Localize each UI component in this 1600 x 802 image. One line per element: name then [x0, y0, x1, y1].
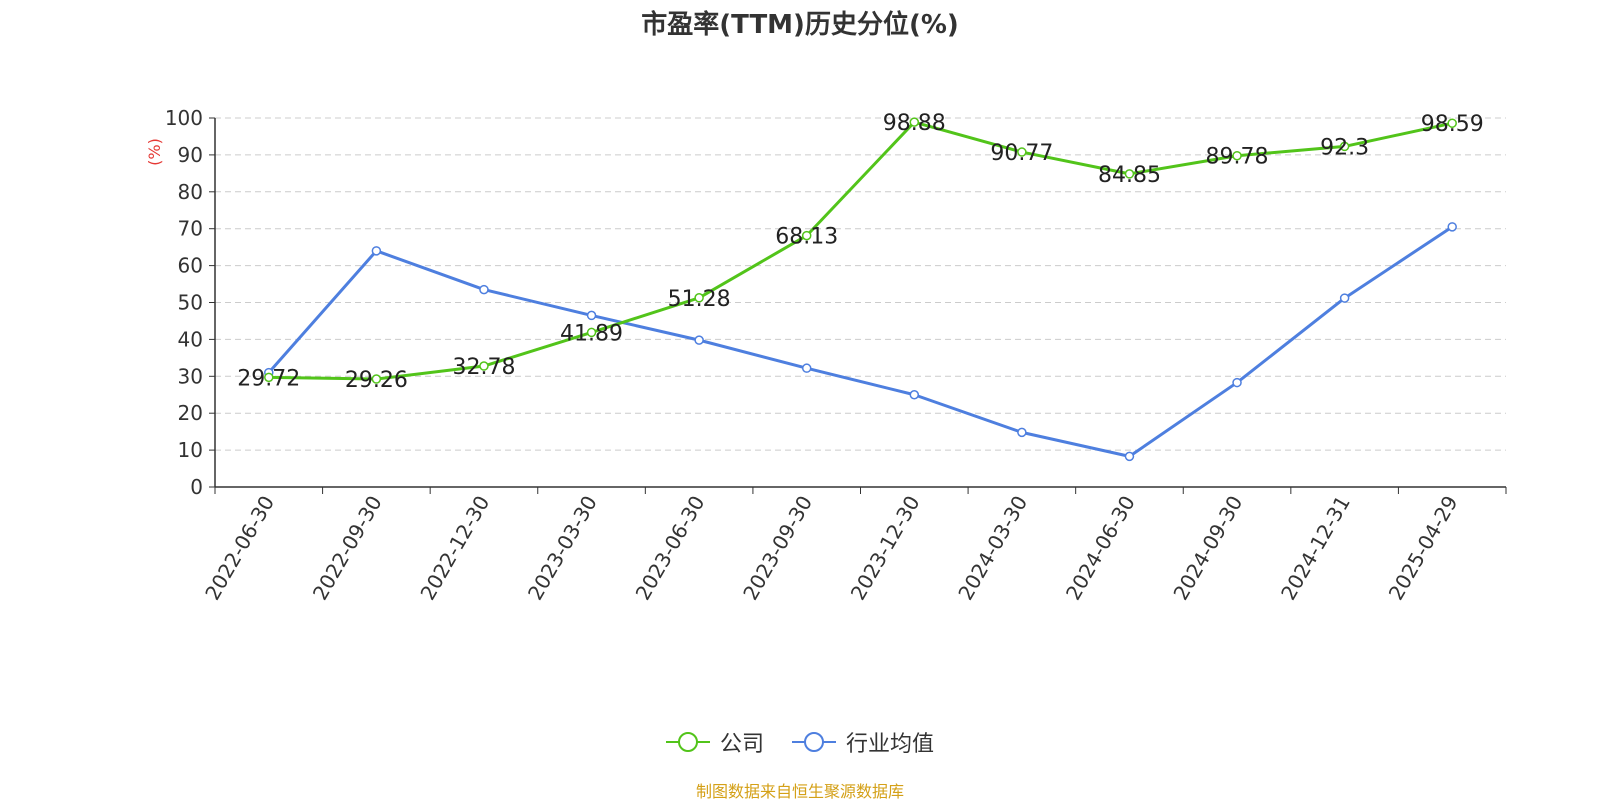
data-label: 98.59	[1421, 112, 1484, 137]
data-point	[371, 246, 382, 256]
data-point	[479, 361, 489, 371]
legend: 公司 行业均值	[0, 722, 1600, 762]
x-tick-label: 2022-06-30	[200, 492, 279, 605]
x-tick-label: 2023-09-30	[738, 492, 817, 605]
y-tick-label: 80	[178, 180, 203, 204]
data-point	[1447, 222, 1457, 232]
legend-swatch-company-icon	[665, 732, 710, 752]
y-tick-label: 30	[178, 364, 203, 388]
data-point	[1232, 150, 1242, 161]
y-axis-label: (%)	[145, 138, 164, 166]
data-label: 68.13	[775, 225, 838, 250]
data-point	[1339, 293, 1350, 303]
data-point	[801, 230, 812, 241]
data-label: 51.28	[668, 287, 731, 312]
data-label: 84.85	[1098, 163, 1161, 188]
data-label: 89.78	[1206, 145, 1269, 170]
data-point	[586, 310, 597, 321]
data-point	[801, 363, 812, 373]
y-tick-label: 10	[178, 438, 203, 462]
data-point	[1124, 451, 1135, 462]
data-point	[909, 117, 920, 127]
legend-item-company[interactable]: 公司	[665, 726, 764, 758]
legend-swatch-industry-icon	[792, 732, 836, 752]
legend-label-company: 公司	[719, 732, 764, 757]
y-tick-label: 90	[178, 143, 203, 167]
data-point	[1339, 141, 1350, 152]
x-tick-label: 2022-12-30	[415, 492, 494, 605]
data-point	[1232, 377, 1242, 388]
data-label: 90.77	[990, 141, 1053, 166]
y-tick-label: 40	[178, 327, 203, 351]
data-point	[264, 372, 274, 383]
x-tick-label: 2024-03-30	[953, 492, 1032, 605]
y-tick-label: 60	[178, 254, 203, 278]
data-label: 32.78	[452, 355, 515, 380]
data-point	[909, 390, 920, 400]
x-tick-label: 2023-03-30	[523, 492, 602, 605]
data-point	[1447, 118, 1457, 128]
x-tick-label: 2023-06-30	[631, 492, 710, 605]
series-line-1	[267, 225, 1454, 458]
data-label: 41.89	[560, 321, 623, 346]
x-tick-label: 2023-12-30	[846, 492, 925, 605]
data-point	[1124, 169, 1135, 179]
y-tick-label: 70	[178, 217, 203, 241]
series-line-0	[268, 120, 1453, 381]
legend-item-industry-avg[interactable]: 行业均值	[792, 726, 934, 758]
y-tick-label: 100	[165, 106, 203, 130]
data-point	[371, 374, 382, 384]
x-tick-label: 2024-06-30	[1061, 492, 1140, 605]
data-label: 29.72	[237, 366, 300, 391]
x-tick-label: 2024-12-31	[1276, 492, 1355, 605]
data-point	[1017, 427, 1027, 438]
x-tick-label: 2022-09-30	[308, 492, 387, 605]
data-point	[586, 327, 597, 338]
data-label: 98.88	[883, 111, 946, 136]
chart-title: 市盈率(TTM)历史分位(%)	[641, 10, 959, 40]
x-tick-label: 2024-09-30	[1168, 492, 1247, 605]
data-label: 92.3	[1320, 135, 1369, 160]
data-point	[1017, 147, 1027, 157]
data-point	[479, 284, 489, 295]
y-tick-label: 20	[178, 401, 203, 425]
x-tick-label: 2025-04-29	[1384, 492, 1463, 605]
data-point	[694, 293, 704, 303]
y-tick-label: 0	[190, 475, 203, 499]
data-point	[694, 335, 704, 345]
data-label: 29.26	[345, 368, 408, 393]
legend-label-industry-avg: 行业均值	[846, 732, 935, 757]
y-tick-label: 50	[178, 291, 203, 315]
source-note: 制图数据来自恒生聚源数据库	[695, 782, 904, 801]
